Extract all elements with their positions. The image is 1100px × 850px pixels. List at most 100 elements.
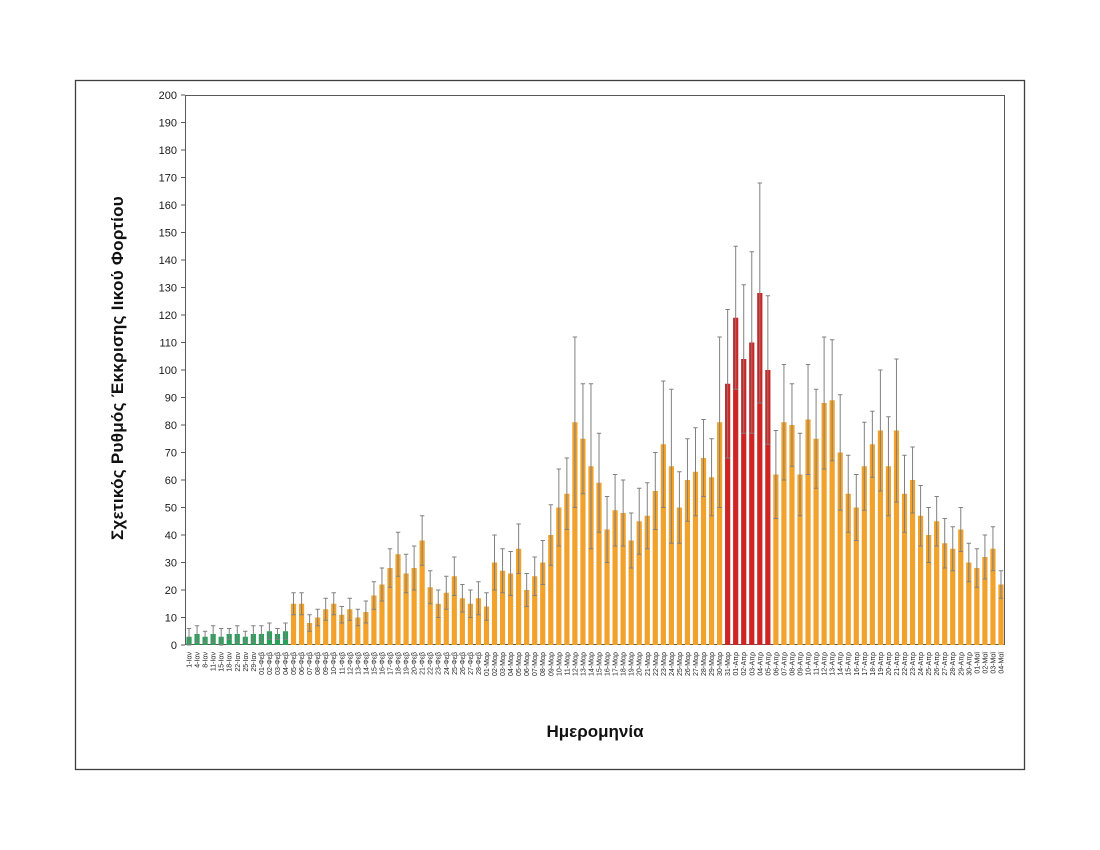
x-tick-label: 20-Μαρ	[637, 652, 644, 676]
bar	[572, 422, 578, 645]
plot-area	[185, 95, 1005, 645]
x-tick-label: 15-Φεβ	[371, 652, 378, 675]
x-tick-label: 03-Μαρ	[500, 652, 507, 676]
x-tick-label: 10-Μαρ	[556, 652, 563, 676]
bar	[837, 452, 843, 645]
y-tick-label: 150	[159, 227, 177, 239]
bar	[451, 576, 457, 645]
bar	[861, 466, 867, 645]
x-tick-label: 22-Απρ	[902, 652, 909, 676]
bar	[339, 614, 345, 645]
bar	[307, 623, 313, 645]
y-axis-title: Σχετικός Ρυθμός Έκκρισης Ιικού Φορτίου	[108, 196, 127, 541]
x-tick-label: 06-Μαρ	[524, 652, 531, 676]
bar	[829, 400, 835, 645]
x-tick-label: 05-Απρ	[765, 652, 772, 676]
x-tick-label: 21-Φεβ	[420, 652, 427, 675]
x-tick-label: 23-Φεβ	[436, 652, 443, 675]
bar	[684, 480, 691, 645]
bar	[781, 422, 787, 645]
bar	[901, 493, 908, 645]
bar	[532, 576, 538, 645]
x-tick-label: 02-Μαρ	[492, 652, 499, 676]
bar	[604, 529, 610, 645]
x-tick-label: 16-Μαρ	[605, 652, 612, 676]
x-axis-title: Ημερομηνία	[546, 722, 644, 741]
bar	[596, 482, 602, 645]
x-tick-label: 11-Μαρ	[564, 652, 571, 675]
figure-border	[74, 79, 1026, 771]
x-tick-label: 17-Μαρ	[613, 652, 620, 676]
y-tick-label: 200	[159, 90, 177, 102]
y-tick-label: 170	[159, 172, 177, 184]
bar	[797, 474, 803, 645]
bar	[869, 444, 875, 645]
x-tick-label: 18-Απρ	[870, 652, 877, 676]
bar	[315, 617, 321, 645]
bar	[387, 568, 393, 645]
y-tick-label: 100	[159, 365, 177, 377]
bar	[821, 403, 827, 645]
x-tick-label: 22-Ιαν	[235, 652, 242, 672]
x-tick-label: 17-Φεβ	[388, 652, 395, 675]
x-tick-label: 08-Μαρ	[540, 652, 547, 676]
y-tick-label: 110	[159, 337, 177, 349]
bar	[974, 568, 980, 645]
x-tick-label: 23-Μαρ	[661, 652, 668, 676]
bar	[853, 507, 859, 645]
x-tick-label: 06-Απρ	[773, 652, 780, 676]
bar	[628, 540, 634, 645]
x-tick-label: 15-Μαρ	[597, 652, 604, 676]
x-tick-label: 11-Φεβ	[339, 652, 346, 674]
bar	[443, 592, 449, 645]
bar	[524, 590, 530, 645]
x-tick-label: 03-Φεβ	[275, 652, 282, 675]
x-tick-label: 26-Μαρ	[685, 652, 692, 676]
bar	[877, 430, 883, 645]
x-tick-label: 21-Απρ	[894, 652, 901, 676]
x-tick-label: 22-Μαρ	[653, 652, 660, 676]
bar	[323, 609, 329, 645]
x-tick-label: 25-Μαρ	[677, 652, 684, 676]
bar	[588, 466, 594, 645]
y-tick-label: 90	[165, 392, 177, 404]
bar	[934, 521, 940, 645]
x-tick-label: 02-Φεβ	[267, 652, 274, 675]
x-tick-label: 1-Ιαν	[187, 652, 194, 668]
y-tick-label: 160	[159, 200, 177, 212]
x-tick-label: 27-Μαρ	[693, 652, 700, 676]
bar	[491, 562, 498, 645]
x-tick-label: 23-Απρ	[910, 652, 917, 676]
x-tick-label: 25-Ιαν	[243, 652, 250, 672]
x-tick-label: 18-Μαρ	[621, 652, 628, 676]
bar	[371, 595, 377, 645]
bar	[917, 515, 924, 645]
y-tick-label: 30	[165, 557, 177, 569]
x-tick-label: 14-Μαρ	[588, 652, 595, 676]
x-tick-label: 02-Μαϊ	[982, 652, 989, 674]
x-tick-label: 26-Απρ	[934, 652, 941, 676]
x-tick-label: 19-Απρ	[878, 652, 885, 676]
x-tick-label: 04-Φεβ	[283, 652, 290, 675]
bar	[467, 603, 473, 645]
y-tick-label: 50	[165, 502, 177, 514]
x-tick-label: 04-Μαρ	[508, 652, 515, 676]
bar	[958, 529, 964, 645]
x-tick-label: 28-Απρ	[950, 652, 957, 676]
bar	[660, 444, 666, 645]
x-tick-label: 16-Φεβ	[379, 652, 386, 675]
y-tick-label: 10	[165, 612, 177, 624]
x-tick-label: 25-Φεβ	[452, 652, 459, 675]
bar	[733, 317, 739, 645]
bar	[757, 293, 763, 645]
x-tick-label: 12-Φεβ	[347, 652, 354, 675]
bar	[990, 548, 996, 645]
x-tick-label: 8-Ιαν	[203, 652, 210, 668]
x-tick-label: 24-Φεβ	[444, 652, 451, 675]
x-tick-label: 08-Φεβ	[315, 652, 322, 675]
bar	[765, 370, 771, 645]
x-tick-label: 30-Μαρ	[717, 652, 724, 676]
bar	[950, 548, 956, 645]
bar	[644, 515, 650, 645]
